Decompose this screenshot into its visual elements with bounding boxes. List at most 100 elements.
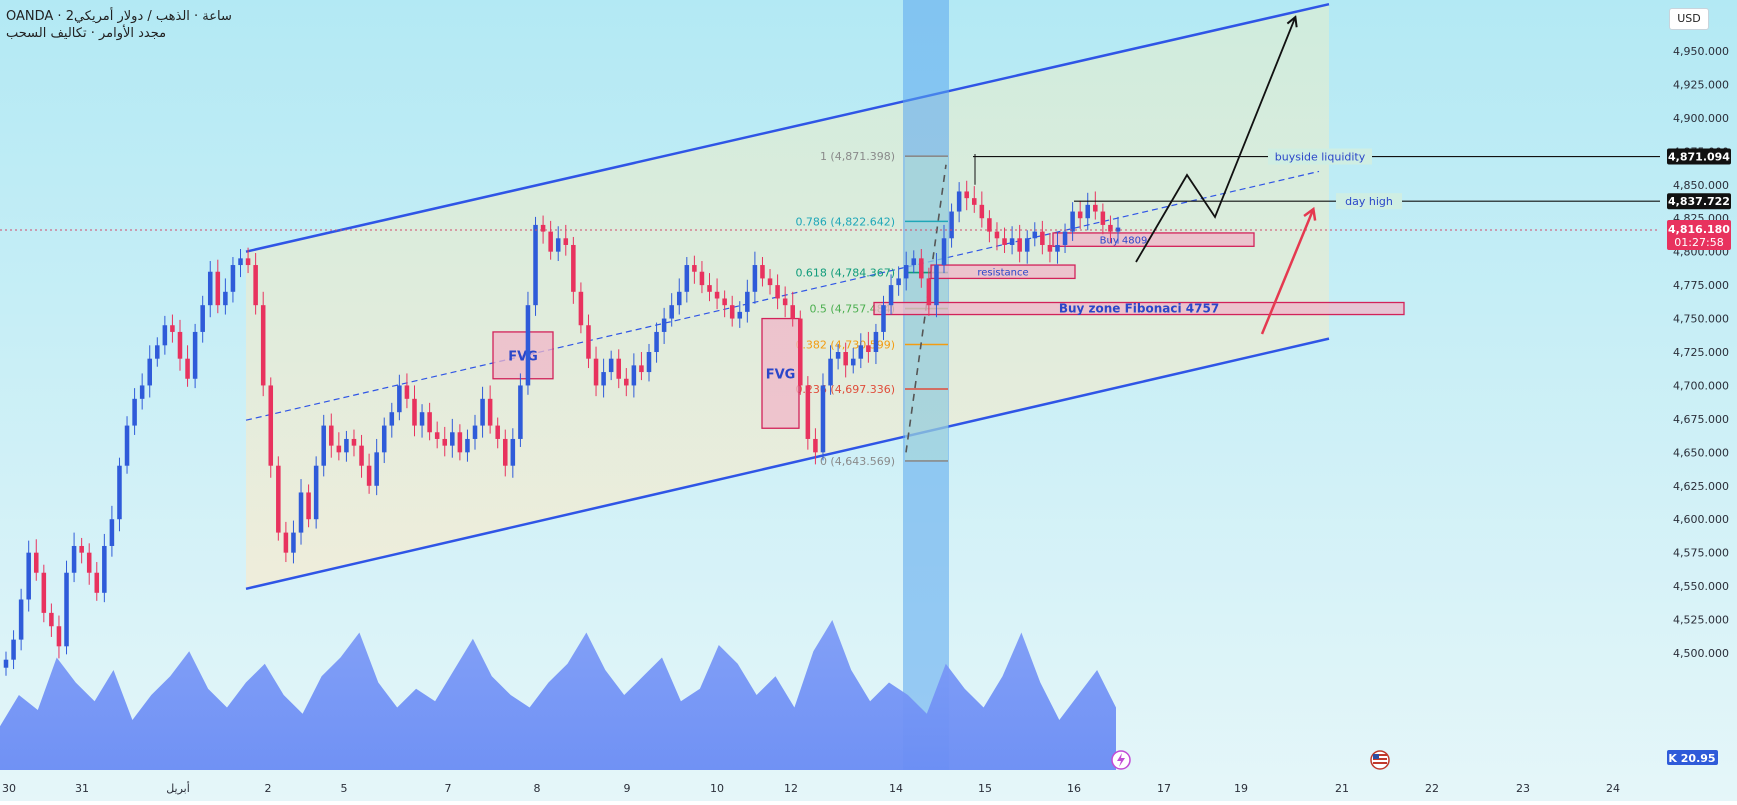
candle-body [737,311,743,319]
lightning-icon[interactable] [1111,750,1131,770]
candle [525,291,531,395]
candle [896,266,901,296]
candle [230,257,236,303]
candle-body [230,265,236,292]
fib-level-label: 0 (4,643.569) [820,455,895,468]
candle [548,220,553,260]
candle-body [760,265,765,279]
candle [298,479,304,545]
candle [336,432,342,461]
time-tick-label: 21 [1335,782,1349,795]
candle-body [170,325,175,332]
candle-body [291,532,296,553]
candle [185,345,190,387]
us-flag-icon[interactable] [1370,750,1390,770]
time-tick-label: 10 [710,782,724,795]
candle-body [102,545,107,593]
candle [760,257,765,287]
channel-fill [246,4,1329,589]
price-tick-label: 4,900.000 [1673,112,1729,125]
candle [253,253,258,315]
candle-body [540,224,546,232]
zone-box [492,331,554,380]
time-tick-label: 9 [624,782,631,795]
fib-level-label: 1 (4,871.398) [820,150,895,163]
candle-body [548,231,553,252]
candle-body [1047,244,1053,252]
candle [956,182,962,223]
candle [1108,215,1113,243]
candle-body [525,305,531,386]
candle [260,291,266,397]
candle [661,307,667,344]
candle [593,346,599,397]
candle-body [276,465,281,533]
candle-body [336,445,342,453]
zone-label: FVG [766,367,796,382]
candle [669,293,674,327]
candle [1093,191,1098,220]
time-axis: 30 31 أبريل 2 5 7 8 9 10 12 14 15 16 17 19 21 22 23 24 [2,781,1620,795]
candle-body [344,438,349,453]
candle [434,421,440,449]
candle [450,418,455,458]
candle [919,248,924,288]
candle-body [850,358,856,366]
candle [540,215,546,244]
candle-body [124,425,130,466]
zone-box [761,317,800,429]
candle-body [366,465,372,486]
volume-area [0,620,1116,770]
candle-body [139,385,145,399]
candle [676,278,682,315]
candle-body [245,258,251,266]
candle-body [775,285,780,299]
candle-body [147,358,152,386]
candle [646,343,652,382]
candle [268,377,274,478]
candle-body [397,385,402,413]
candle [457,424,463,461]
price-tick-label: 4,950.000 [1673,45,1729,58]
time-tick-label: 5 [341,782,348,795]
candle [767,269,773,295]
currency-button[interactable]: USD [1669,8,1709,30]
candle [1100,203,1106,235]
candle-body [11,639,16,660]
candle-body [253,265,258,306]
time-tick-label: 24 [1606,782,1620,795]
candle [775,274,780,310]
candle-body [752,265,758,292]
candle-body [722,298,727,306]
candle-body [926,278,932,306]
candle-body [987,218,992,232]
time-tick-label: 19 [1234,782,1248,795]
channel-lower-line [245,337,1330,591]
time-tick-label: 12 [784,782,798,795]
candle [881,295,886,340]
candle-body [18,599,24,640]
candle-body [745,291,750,312]
candle [858,333,864,369]
time-tick-label: 23 [1516,782,1530,795]
price-tick-label: 4,850.000 [1673,179,1729,192]
candle [495,417,500,449]
candle [934,253,939,318]
candle-body [1093,204,1098,212]
candle-body [843,352,848,366]
candle-body [351,438,357,446]
candle [56,615,62,659]
candle-body [132,398,137,426]
candle [480,386,485,438]
candle [692,255,697,284]
zone-label: Buy zone Fibonaci 4757 [1059,302,1219,316]
candle-body [64,572,69,647]
candle [608,350,614,381]
candle-body [866,345,871,352]
candle [911,250,917,274]
candle [283,521,289,563]
candle [397,374,402,421]
candle [238,248,243,278]
